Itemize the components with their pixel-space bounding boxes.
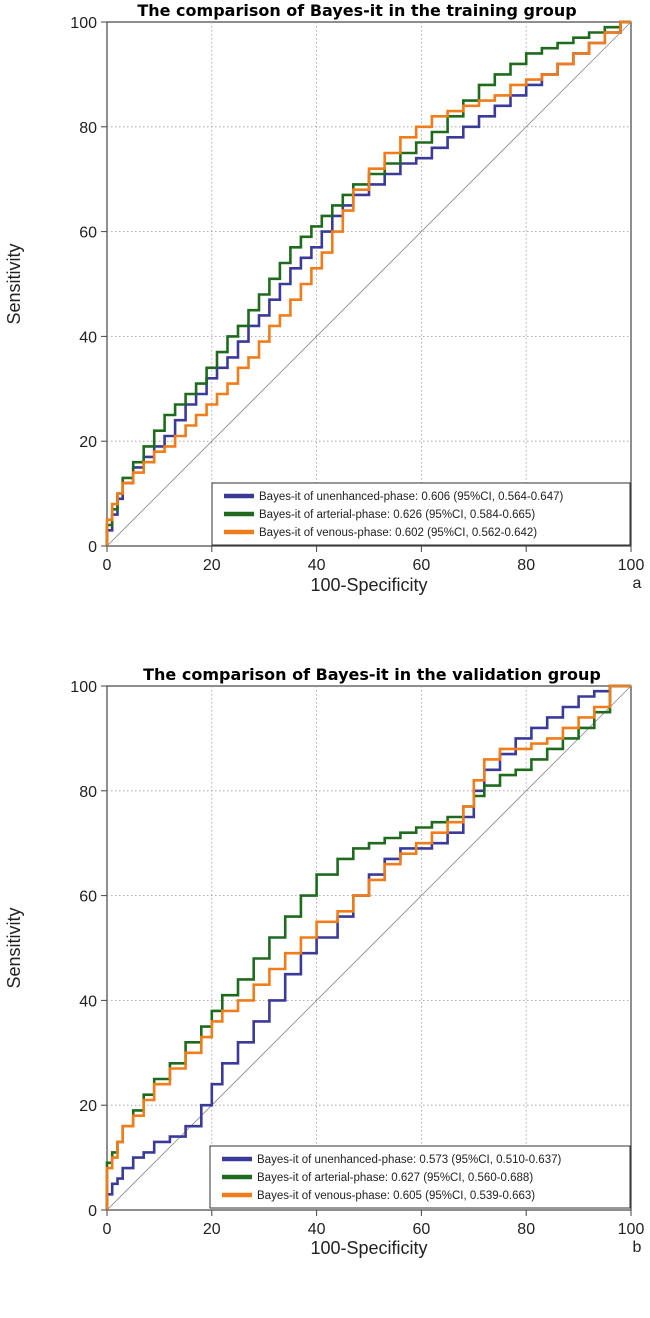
- roc-curve-venous: [105, 684, 631, 1210]
- y-ticks: 0 20 40 60 80 100: [70, 15, 107, 556]
- chart-title: The comparison of Bayes-it in the valida…: [143, 665, 601, 684]
- x-tick-label: 80: [517, 557, 535, 574]
- roc-curve-unenhanced: [105, 684, 631, 1210]
- roc-curves: [105, 684, 631, 1210]
- gridlines: [107, 686, 631, 1210]
- legend-label-venous: Bayes-it of venous-phase: 0.602 (95%CI, …: [259, 527, 537, 539]
- roc-curve-venous: [105, 20, 631, 546]
- x-tick-label: 40: [308, 1221, 326, 1238]
- y-axis-label: Sensitivity: [4, 243, 24, 324]
- x-tick-label: 100: [618, 557, 645, 574]
- chart-title: The comparison of Bayes-it in the traini…: [137, 1, 576, 20]
- legend-label-unenhanced: Bayes-it of unenhanced-phase: 0.573 (95%…: [257, 1154, 561, 1166]
- y-tick-label: 80: [79, 120, 97, 137]
- x-tick-label: 60: [413, 557, 431, 574]
- x-axis-label: 100-Specificity: [310, 575, 427, 595]
- y-tick-label: 20: [79, 1098, 97, 1115]
- panel-letter: a: [633, 575, 642, 592]
- x-ticks: 0 20 40 60 80 100: [103, 546, 645, 574]
- roc-curve-arterial: [105, 20, 631, 546]
- y-tick-label: 0: [88, 539, 97, 556]
- y-tick-label: 80: [79, 784, 97, 801]
- x-tick-label: 0: [103, 557, 112, 574]
- validation-roc-panel: The comparison of Bayes-it in the valida…: [4, 665, 644, 1258]
- y-tick-label: 60: [79, 889, 97, 906]
- x-tick-label: 80: [517, 1221, 535, 1238]
- y-tick-label: 100: [70, 679, 97, 696]
- legend-label-unenhanced: Bayes-it of unenhanced-phase: 0.606 (95%…: [259, 491, 563, 503]
- legend-label-venous: Bayes-it of venous-phase: 0.605 (95%CI, …: [257, 1190, 535, 1202]
- y-ticks: 0 20 40 60 80 100: [70, 679, 107, 1220]
- y-tick-label: 0: [88, 1203, 97, 1220]
- y-tick-label: 40: [79, 329, 97, 346]
- x-tick-label: 100: [618, 1221, 645, 1238]
- x-tick-label: 0: [103, 1221, 112, 1238]
- x-ticks: 0 20 40 60 80 100: [103, 1210, 645, 1238]
- training-roc-panel: The comparison of Bayes-it in the traini…: [4, 1, 644, 595]
- panel-letter: b: [633, 1239, 642, 1256]
- y-tick-label: 20: [79, 434, 97, 451]
- x-tick-label: 20: [203, 557, 221, 574]
- legend: Bayes-it of unenhanced-phase: 0.606 (95%…: [211, 482, 631, 546]
- reference-diagonal: [106, 685, 632, 1211]
- y-tick-label: 60: [79, 225, 97, 242]
- legend-label-arterial: Bayes-it of arterial-phase: 0.627 (95%CI…: [257, 1172, 533, 1184]
- legend-box: [211, 482, 631, 546]
- roc-curves: [105, 20, 631, 546]
- legend-box: [209, 1145, 631, 1209]
- roc-curve-unenhanced: [105, 20, 631, 546]
- reference-diagonal: [106, 21, 632, 547]
- x-tick-label: 60: [413, 1221, 431, 1238]
- x-axis-label: 100-Specificity: [310, 1238, 427, 1258]
- x-tick-label: 40: [308, 557, 326, 574]
- y-tick-label: 40: [79, 993, 97, 1010]
- legend-label-arterial: Bayes-it of arterial-phase: 0.626 (95%CI…: [259, 509, 535, 521]
- gridlines: [107, 22, 631, 546]
- y-tick-label: 100: [70, 15, 97, 32]
- legend: Bayes-it of unenhanced-phase: 0.573 (95%…: [209, 1145, 631, 1209]
- x-tick-label: 20: [203, 1221, 221, 1238]
- y-axis-label: Sensitivity: [4, 907, 24, 988]
